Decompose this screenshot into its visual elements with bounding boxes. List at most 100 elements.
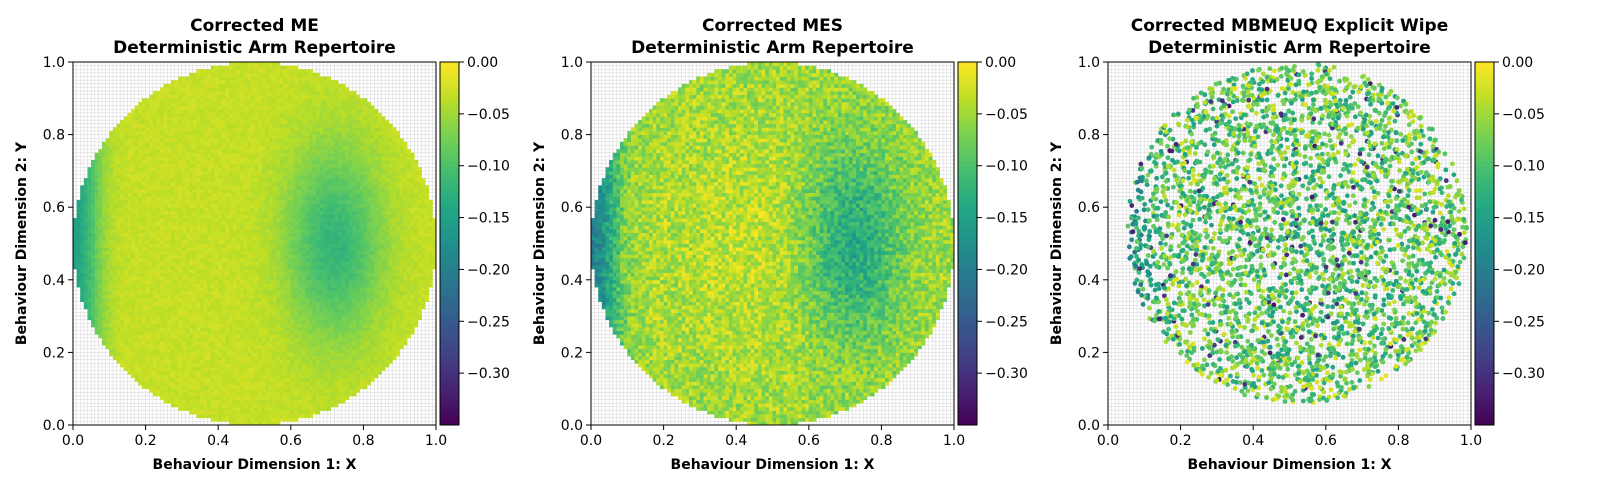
heatmap-cell	[265, 196, 270, 201]
heatmap-cell	[185, 352, 190, 357]
heatmap-cell	[221, 345, 226, 350]
heatmap-cell	[229, 228, 234, 234]
heatmap-cell	[83, 261, 88, 266]
heatmap-cell	[160, 109, 165, 114]
heatmap-cell	[258, 268, 263, 273]
heatmap-cell	[134, 218, 139, 223]
heatmap-cell	[145, 199, 150, 204]
heatmap-cell	[243, 403, 248, 408]
heatmap-cell	[181, 181, 186, 186]
heatmap-cell	[76, 214, 81, 219]
heatmap-cell	[152, 109, 157, 114]
heatmap-cell	[109, 149, 114, 154]
heatmap-cell	[145, 377, 150, 382]
heatmap-cell	[149, 337, 154, 342]
heatmap-cell	[214, 170, 219, 175]
heatmap-cell	[189, 283, 194, 288]
heatmap-cell	[239, 287, 245, 292]
heatmap-cell	[254, 141, 259, 146]
heatmap-cell	[203, 236, 208, 241]
heatmap-cell	[76, 247, 81, 252]
heatmap-cell	[247, 178, 252, 183]
heatmap-cell	[225, 123, 230, 128]
heatmap-cell	[243, 392, 248, 397]
heatmap-cell	[247, 356, 252, 361]
heatmap-cell	[112, 218, 117, 223]
heatmap-cell	[163, 348, 168, 353]
heatmap-cell	[189, 265, 194, 270]
heatmap-cell	[149, 101, 154, 106]
heatmap-cell	[112, 210, 117, 215]
heatmap-cell	[196, 239, 201, 244]
heatmap-cell	[203, 359, 208, 364]
heatmap-cell	[210, 374, 215, 379]
heatmap-cell	[221, 72, 226, 77]
heatmap-cell	[254, 87, 259, 92]
heatmap-cell	[196, 366, 201, 371]
heatmap-cell	[163, 294, 168, 299]
heatmap-cell	[145, 145, 150, 150]
heatmap-cell	[91, 279, 96, 284]
heatmap-cell	[120, 207, 125, 212]
heatmap-cell	[210, 170, 215, 175]
heatmap-cell	[243, 250, 248, 255]
heatmap-cell	[181, 258, 186, 263]
heatmap-cell	[236, 69, 241, 74]
heatmap-cell	[247, 388, 252, 393]
heatmap-cell	[247, 83, 252, 88]
heatmap-cell	[163, 261, 168, 266]
heatmap-cell	[269, 152, 274, 157]
heatmap-cell	[127, 232, 132, 237]
heatmap-cell	[247, 170, 252, 175]
heatmap-cell	[141, 174, 146, 179]
heatmap-cell	[87, 254, 92, 259]
heatmap-cell	[123, 138, 128, 143]
heatmap-cell	[189, 377, 194, 382]
heatmap-cell	[138, 116, 143, 121]
heatmap-cell	[174, 207, 179, 212]
heatmap-cell	[272, 312, 277, 317]
heatmap-cell	[141, 308, 146, 313]
heatmap-cell	[91, 316, 96, 321]
heatmap-cell	[207, 87, 212, 92]
heatmap-cell	[105, 218, 110, 223]
heatmap-cell	[134, 181, 139, 186]
heatmap-cell	[192, 258, 197, 263]
heatmap-cell	[94, 236, 99, 241]
heatmap-cell	[254, 392, 259, 397]
heatmap-cell	[203, 170, 208, 175]
heatmap-cell	[229, 319, 234, 324]
heatmap-cell	[265, 62, 270, 67]
heatmap-cell	[123, 130, 128, 135]
heatmap-cell	[200, 210, 205, 215]
heatmap-cell	[131, 272, 136, 277]
heatmap-cell	[236, 94, 241, 99]
heatmap-cell	[232, 363, 237, 368]
heatmap-cell	[76, 225, 81, 230]
heatmap-cell	[265, 283, 270, 288]
heatmap-cell	[120, 348, 125, 353]
heatmap-cell	[269, 410, 274, 415]
heatmap-cell	[214, 410, 219, 415]
heatmap-cell	[272, 403, 277, 408]
heatmap-cell	[163, 127, 168, 132]
heatmap-cell	[178, 279, 183, 284]
heatmap-cell	[152, 239, 157, 244]
heatmap-cell	[203, 276, 208, 281]
heatmap-cell	[163, 112, 168, 117]
heatmap-cell	[105, 294, 110, 299]
heatmap-cell	[98, 247, 103, 252]
heatmap-cell	[91, 305, 96, 310]
heatmap-cell	[192, 105, 197, 110]
heatmap-cell	[127, 174, 132, 179]
heatmap-cell	[196, 91, 201, 96]
heatmap-cell	[276, 399, 281, 404]
heatmap-cell	[221, 65, 226, 70]
heatmap-cell	[120, 290, 125, 295]
heatmap-cell	[258, 254, 263, 259]
heatmap-cell	[91, 247, 96, 252]
heatmap-cell	[200, 414, 205, 419]
heatmap-cell	[163, 163, 168, 168]
heatmap-cell	[112, 141, 117, 146]
heatmap-cell	[141, 374, 146, 379]
